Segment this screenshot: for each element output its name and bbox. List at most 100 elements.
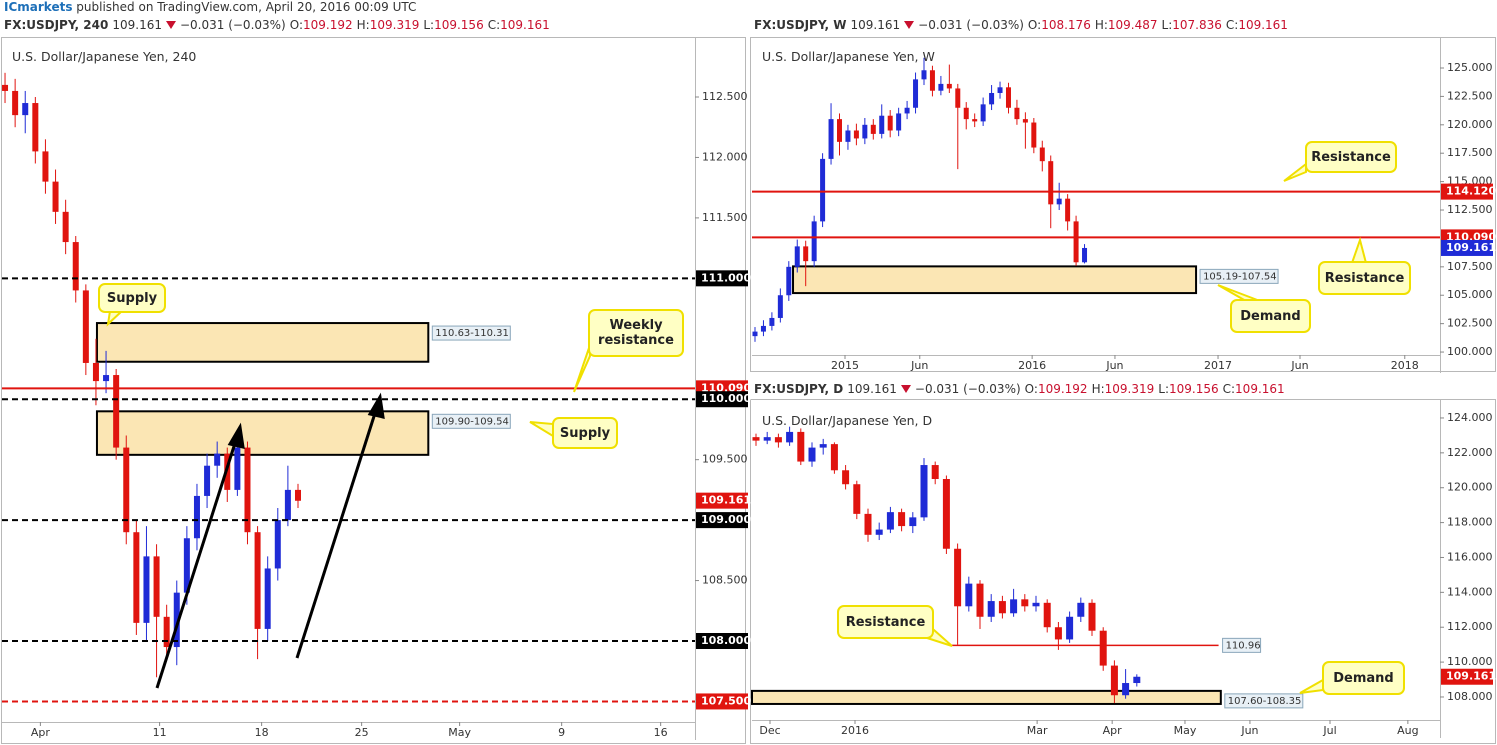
y-tick-label: 117.500 [1447,146,1493,159]
candle-body [980,104,986,122]
candle-body [931,465,939,479]
candle-body [103,375,110,382]
callout: Demand [1322,661,1405,695]
ohlc-value: 109.161 [1238,18,1288,32]
arrow-head [367,392,385,419]
callout: Demand [1230,299,1311,333]
ohlc-value: 109.161 [1235,382,1285,396]
ohlc-field: L:109.156 [1158,382,1218,396]
x-tick-label: Mar [1027,724,1048,737]
callout: Resistance [1305,141,1397,173]
candle-body [183,538,190,593]
y-tick-label: 105.000 [1447,288,1493,301]
level-label-box [1441,668,1493,685]
panel-border [750,37,1496,372]
level-label: 108.000 [701,634,751,647]
candle-body [769,317,775,326]
candle-body [820,158,826,222]
candle-body [1082,247,1088,263]
x-tick-label: 2018 [1391,359,1419,372]
ohlc-key: L: [1158,382,1169,396]
y-tick-label: 109.500 [702,453,748,466]
candle-body [1056,198,1062,205]
candle-body [898,512,906,527]
ohlc-key: O: [289,18,304,32]
ohlc-value: 109.319 [369,18,420,32]
ohlc-key: C: [487,18,501,32]
ohlc-value: 109.156 [434,18,484,32]
candle-body [997,87,1003,93]
candle-body [1122,683,1130,696]
x-tick-label: May [448,726,471,739]
candle-body [22,103,29,116]
candle-body [204,465,211,496]
y-tick-label: 112.500 [702,90,748,103]
callout: Resistance [837,605,934,639]
candle-body [976,583,984,617]
ohlc-field: H:109.319 [1092,382,1155,396]
candle-body [989,92,995,105]
y-tick-label: 118.000 [1447,516,1493,529]
x-tick-label: 2016 [1018,359,1046,372]
candle-body [752,331,758,337]
x-tick-label: Jun [1240,724,1258,737]
last-price: 109.161 [850,18,901,32]
candle-body [163,616,170,648]
ohlc-field: L:107.836 [1162,18,1222,32]
ohlc-field: O:109.192 [290,18,353,32]
y-tick-label: 108.500 [702,574,748,587]
callout-tail [529,421,554,438]
candle-body [864,513,872,535]
candle-body [828,119,834,159]
candle-body [954,548,962,607]
candle-body [1133,676,1141,684]
candle-body [929,70,935,91]
candle-body [896,113,902,131]
ohlc-key: L: [423,18,435,32]
level-label-box [696,693,748,710]
x-tick-label: Apr [31,726,51,739]
zone [95,322,430,363]
candle-body [913,79,919,108]
candle-body [760,325,766,332]
candle-body [294,489,301,501]
candle-body [965,583,973,607]
x-tick-label: Aug [1397,724,1418,737]
segment-label: 110.96 [1226,640,1261,651]
x-tick-label: 18 [255,726,269,739]
candle-body [1021,599,1029,607]
candle-body [909,517,917,527]
y-tick-label: 112.000 [1447,620,1493,633]
y-tick-label: 100.000 [1447,345,1493,358]
candle-body [12,90,19,116]
y-tick-label: 112.000 [702,150,748,163]
ohlc-key: H: [1091,382,1105,396]
ohlc-value: 109.161 [500,18,550,32]
x-tick-label: Jun [1290,359,1308,372]
ohlc-field: O:109.192 [1025,382,1088,396]
x-tick-label: 25 [355,726,369,739]
y-tick-label: 107.500 [1447,260,1493,273]
candle-body [32,103,39,152]
x-tick-label: 2015 [831,359,859,372]
ohlc-key: L: [1161,18,1173,32]
level-label-box [696,391,748,408]
y-tick-label: 122.000 [1447,446,1493,459]
ohlc-key: O: [1024,382,1038,396]
callout: Supply [552,417,618,449]
x-tick-label: Jul [1322,724,1336,737]
ohlc-field: H:109.487 [1095,18,1158,32]
candle-body [1010,599,1018,614]
chart-title: U.S. Dollar/Japanese Yen, W [762,49,935,64]
candle-body [794,246,800,267]
candle-body [921,70,927,80]
candle-body [862,124,868,139]
zone-label-box [431,325,511,341]
x-tick-label: 16 [654,726,668,739]
candle-body [1110,665,1118,696]
arrow-head [227,422,245,449]
last-price: 109.161 [847,382,897,396]
candle-body [886,512,894,530]
x-tick-label: 9 [558,726,565,739]
